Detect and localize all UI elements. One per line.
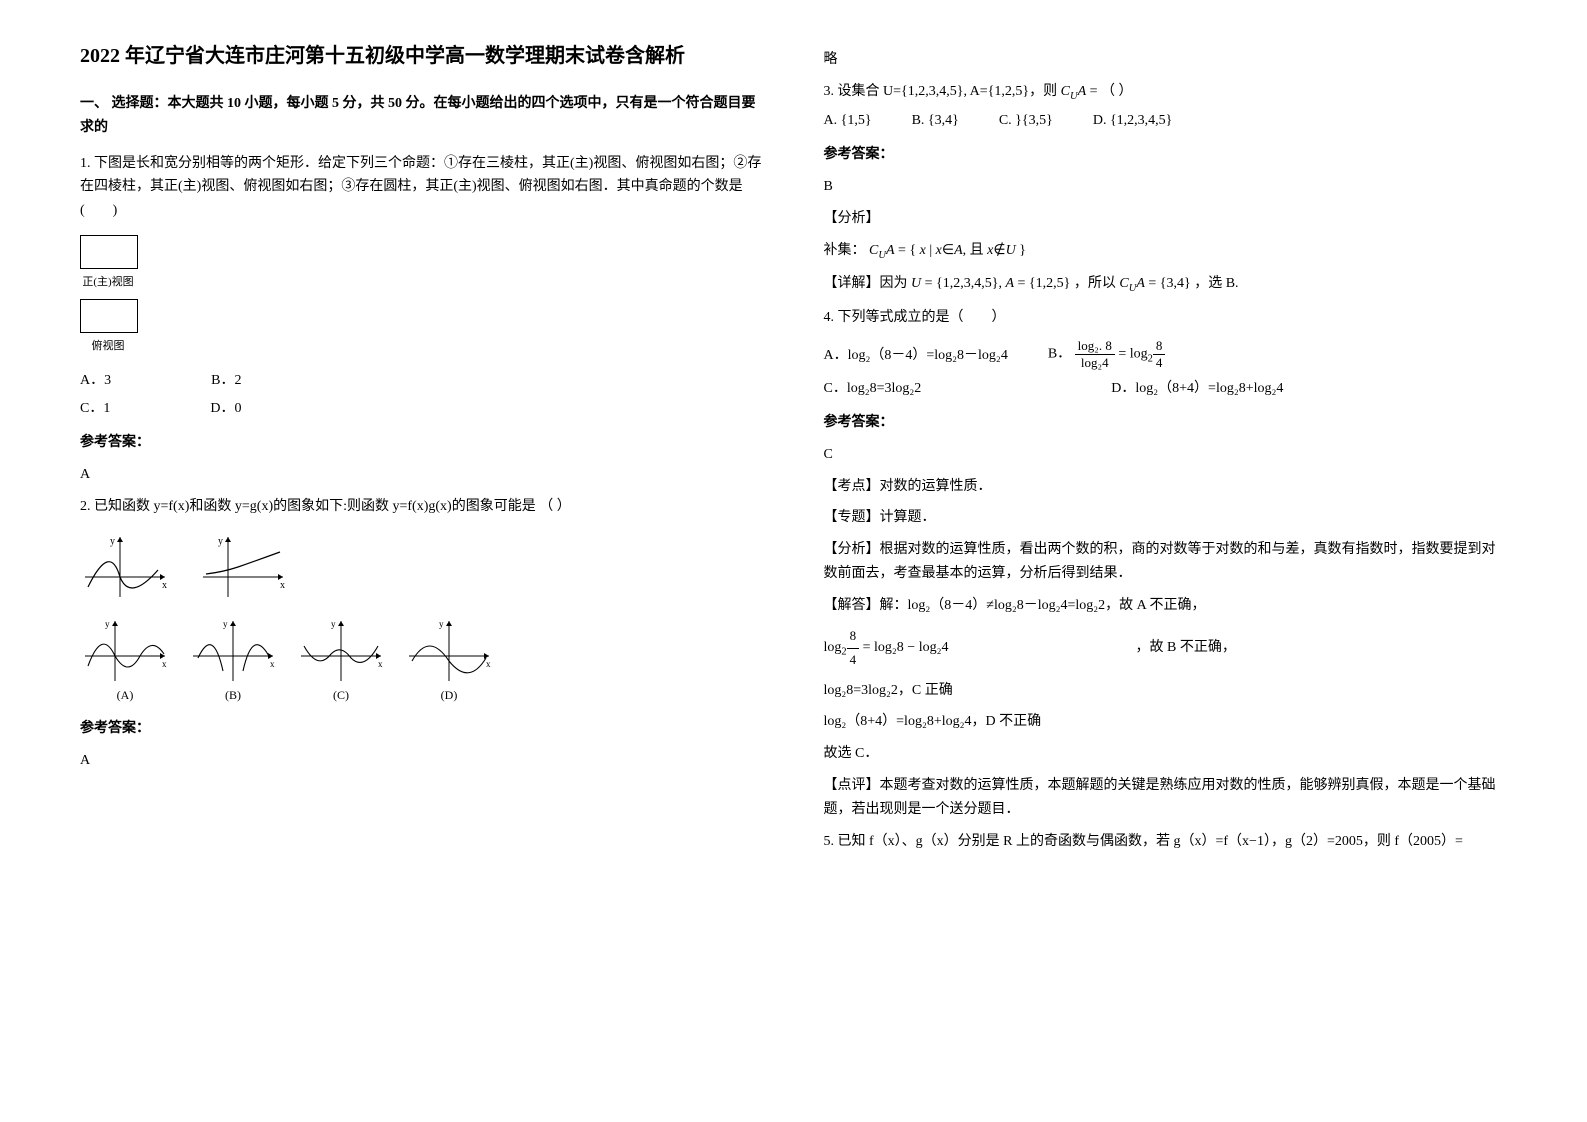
buji-label: 补集： <box>824 243 866 258</box>
q3-suffix: （ ） <box>1101 84 1133 99</box>
q3-text: 3. 设集合 U={1,2,3,4,5}, A={1,2,5}，则 CUA = … <box>824 80 1508 106</box>
opt-d-label: (D) <box>404 688 494 703</box>
q4-answer: C <box>824 443 1508 467</box>
q3-complement-def: 补集： CUA = { x | x∈A, 且 x∉U } <box>824 239 1508 265</box>
q3-complement-expr: CUA = <box>1061 84 1098 99</box>
detail-result: CUA = {3,4} <box>1119 276 1190 291</box>
detail-mid: ，所以 <box>1074 276 1116 291</box>
q5-text: 5. 已知 f（x）、g（x）分别是 R 上的奇函数与偶函数，若 g（x）=f（… <box>824 830 1508 854</box>
q2-answer-label: 参考答案： <box>80 717 764 741</box>
opt-b-label: (B) <box>188 688 278 703</box>
svg-text:x: x <box>486 659 491 669</box>
q4-jieda-1: 【解答】解：log₂（8－4）≠log₂8－log₂4=log₂2，故 A 不正… <box>824 594 1508 618</box>
svg-text:x: x <box>270 659 275 669</box>
detail-end: ，选 B. <box>1194 276 1238 291</box>
q4-option-b: B． log₂. 8 log₂4 = log2 8 4 <box>1048 338 1166 371</box>
q4b-prefix: B． <box>1048 347 1071 362</box>
q2-given-graphs: x y x y <box>80 532 764 602</box>
q4-text: 4. 下列等式成立的是（ ） <box>824 306 1508 330</box>
q3-detail: 【详解】因为 U = {1,2,3,4,5}, A = {1,2,5} ，所以 … <box>824 272 1508 298</box>
graph-opt-a: x y <box>80 616 170 686</box>
q4b-den: log₂4 <box>1075 355 1115 371</box>
q4-option-d: D．log₂（8+4）=log₂8+log₂4 <box>1111 377 1283 397</box>
q3-option-d: D. {1,2,3,4,5} <box>1093 113 1173 129</box>
graph-opt-c: x y <box>296 616 386 686</box>
q3-option-c: C. }{3,5} <box>999 113 1053 129</box>
graph-g: x y <box>198 532 288 602</box>
opt-a-label: (A) <box>80 688 170 703</box>
q4b-rden: 4 <box>1153 355 1166 371</box>
jd2-num: 8 <box>847 625 860 648</box>
q2-answer: A <box>80 749 764 773</box>
q4b-rnum: 8 <box>1153 338 1166 355</box>
jd2-rhs: = log₂8 − log₂4 <box>863 640 949 655</box>
q2-option-graphs: x y (A) x y <box>80 616 764 703</box>
buji-expr: CUA = { x | x∈A, 且 x∉U } <box>869 243 1026 258</box>
section-heading: 一、 选择题：本大题共 10 小题，每小题 5 分，共 50 分。在每小题给出的… <box>80 92 764 140</box>
q2-text: 2. 已知函数 y=f(x)和函数 y=g(x)的图象如下:则函数 y=f(x)… <box>80 495 764 519</box>
q4-fenxi: 【分析】根据对数的运算性质，看出两个数的积，商的对数等于对数的和与差，真数有指数… <box>824 538 1508 586</box>
q4b-rhs-fraction: 8 4 <box>1153 338 1166 371</box>
svg-text:x: x <box>280 580 285 591</box>
q1-option-a: A．3 <box>80 369 111 389</box>
q4b-lhs-fraction: log₂. 8 log₂4 <box>1075 338 1115 371</box>
q4-jieda-2: log2 8 4 = log₂8 − log₂4 ，故 B 不正确， <box>824 625 1508 670</box>
q1-answer: A <box>80 463 764 487</box>
q4-kaodian: 【考点】对数的运算性质． <box>824 475 1508 499</box>
jd2-tail: ，故 B 不正确， <box>1135 640 1235 655</box>
top-view-box <box>80 299 138 333</box>
q3-option-a: A. {1,5} <box>824 113 872 129</box>
q4-jieda-3: log₂8=3log₂2，C 正确 <box>824 679 1508 703</box>
jd2-den: 4 <box>847 649 860 671</box>
detail-label: 【详解】因为 <box>824 276 908 291</box>
view-diagrams: 正(主)视图 俯视图 <box>80 235 764 353</box>
svg-text:x: x <box>162 659 167 669</box>
q1-answer-label: 参考答案： <box>80 431 764 455</box>
main-view-box <box>80 235 138 269</box>
page-title: 2022 年辽宁省大连市庄河第十五初级中学高一数学理期末试卷含解析 <box>80 40 764 72</box>
q4-dianping: 【点评】本题考查对数的运算性质，本题解题的关键是熟练应用对数的性质，能够辨别真假… <box>824 774 1508 822</box>
svg-text:y: y <box>439 619 444 629</box>
q3-answer-label: 参考答案： <box>824 143 1508 167</box>
graph-opt-b: x y <box>188 616 278 686</box>
graph-opt-d: x y <box>404 616 494 686</box>
q3-analysis-label: 【分析】 <box>824 207 1508 231</box>
q4-answer-label: 参考答案： <box>824 411 1508 435</box>
svg-text:x: x <box>162 580 167 591</box>
q4-option-a: A．log₂（8－4）=log₂8－log₂4 <box>824 344 1008 364</box>
graph-f: x y <box>80 532 170 602</box>
svg-text:x: x <box>378 659 383 669</box>
detail-sets: U = {1,2,3,4,5}, A = {1,2,5} <box>911 276 1070 291</box>
q1-option-d: D．0 <box>210 397 241 417</box>
svg-text:y: y <box>218 536 223 547</box>
top-view-label: 俯视图 <box>80 337 136 353</box>
q4-option-c: C．log₂8=3log₂2 <box>824 377 922 397</box>
svg-text:y: y <box>110 536 115 547</box>
svg-text:y: y <box>331 619 336 629</box>
omitted-text: 略 <box>824 48 1508 72</box>
q3-answer: B <box>824 175 1508 199</box>
q4b-num: log₂. 8 <box>1075 338 1115 355</box>
q1-option-c: C．1 <box>80 397 110 417</box>
q4-jieda-4: log₂（8+4）=log₂8+log₂4，D 不正确 <box>824 710 1508 734</box>
svg-text:y: y <box>105 619 110 629</box>
q1-option-b: B．2 <box>211 369 241 389</box>
main-view-label: 正(主)视图 <box>80 273 136 289</box>
q3-option-b: B. {3,4} <box>912 113 959 129</box>
opt-c-label: (C) <box>296 688 386 703</box>
q1-text: 1. 下图是长和宽分别相等的两个矩形．给定下列三个命题：①存在三棱柱，其正(主)… <box>80 152 764 223</box>
jd2-fraction: 8 4 <box>847 625 860 670</box>
q3-prefix: 3. 设集合 U={1,2,3,4,5}, A={1,2,5}，则 <box>824 84 1058 99</box>
svg-text:y: y <box>223 619 228 629</box>
q4-zhuanti: 【专题】计算题． <box>824 506 1508 530</box>
q4-jieda-5: 故选 C． <box>824 742 1508 766</box>
